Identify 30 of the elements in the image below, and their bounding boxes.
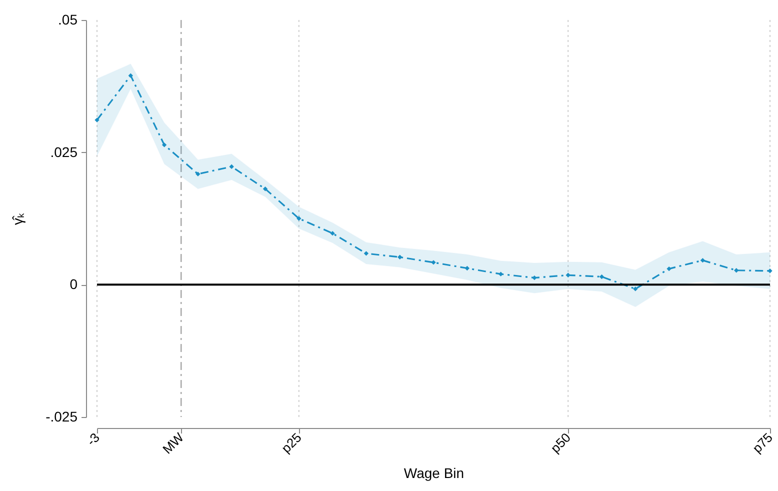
point: [330, 230, 335, 236]
point: [431, 260, 436, 265]
point: [700, 258, 706, 263]
y-tick-label: -.025: [46, 408, 78, 424]
x-tick-label: p25: [278, 430, 304, 456]
point: [94, 118, 100, 122]
y-tick-label: 0: [70, 276, 78, 292]
point: [229, 164, 234, 169]
point: [633, 286, 638, 292]
point: [296, 216, 302, 221]
point: [566, 272, 570, 278]
y-tick-label: .025: [50, 144, 78, 160]
text: MW: [160, 429, 188, 457]
x-tick-label: -3: [84, 430, 102, 449]
y-tick-label: .05: [58, 12, 78, 28]
point: [262, 186, 268, 192]
point: [734, 268, 739, 273]
point: [162, 142, 167, 148]
x-tick-label: p50: [548, 430, 574, 456]
point: [464, 266, 470, 271]
point: [768, 268, 772, 274]
x-tick-label: p75: [749, 430, 776, 456]
x-axis-title: Wage Bin: [404, 464, 464, 481]
point: [196, 172, 200, 176]
point: [666, 266, 672, 272]
point: [364, 251, 369, 256]
point: [398, 254, 402, 260]
point: [599, 274, 604, 280]
y-axis-title: γ̂ₖ: [10, 213, 26, 225]
point: [128, 73, 133, 78]
